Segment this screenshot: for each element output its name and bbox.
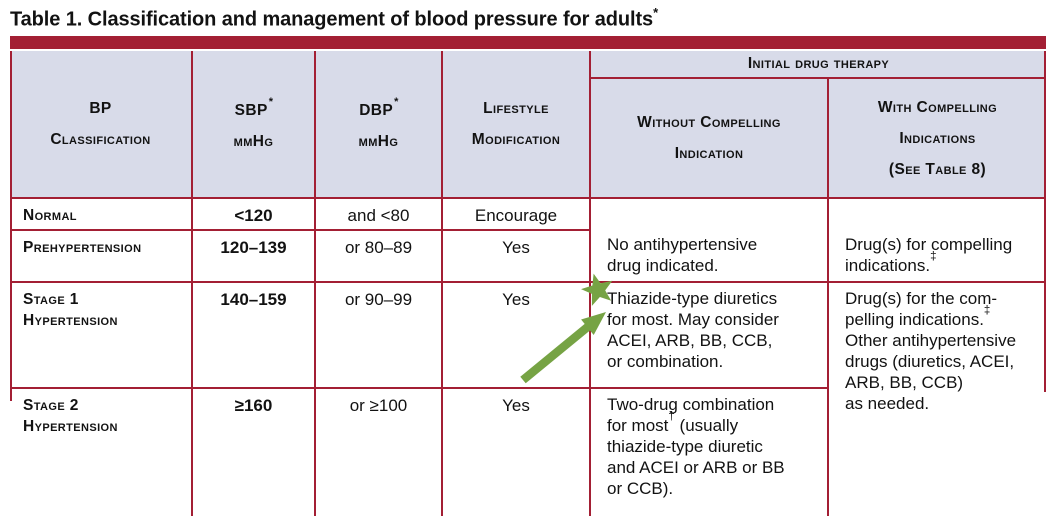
bp-classification-table: BP Classification SBP* mmHg DBP* mmHg Life…: [10, 51, 1046, 516]
dagger-footnote: †: [668, 411, 675, 424]
dbp-asterisk: *: [394, 95, 399, 108]
double-dagger-footnote: ‡: [930, 251, 937, 264]
header-dbp-label: DBP*: [359, 95, 399, 120]
cell-stage1-lifestyle: Yes: [441, 281, 591, 389]
row-stage1-hypertension: Stage 1 Hypertension 140–159 or 90–99 Ye…: [10, 281, 1046, 516]
cell-normal-dbp: and <80: [314, 197, 443, 231]
header-with-compelling: With Compelling Indications (See Table 8…: [827, 77, 1046, 199]
cell-prehypertension-lifestyle: Yes: [441, 229, 591, 283]
cell-prehypertension-classification: Prehypertension: [10, 229, 193, 283]
cell-without-stage2: Two-drug combination for most† (usually th…: [589, 387, 829, 516]
cell-normal-classification: Normal: [10, 197, 193, 231]
cell-with-normal-prehypertension: Drug(s) for compelling indications.‡: [827, 197, 1046, 283]
table-title: Table 1. Classification and management o…: [10, 5, 659, 32]
header-sbp: SBP* mmHg: [191, 51, 316, 199]
header-sbp-label: SBP*: [234, 95, 274, 120]
cell-stage1-dbp: or 90–99: [314, 281, 443, 389]
row-normal: Normal <120 and <80 Encourage No antihyp…: [10, 197, 1046, 283]
title-underline-band: [10, 36, 1046, 49]
header-dbp-unit: mmHg: [358, 133, 399, 151]
cell-stage2-classification: Stage 2 Hypertension: [10, 387, 193, 516]
row-prehypertension: Prehypertension 120–139 or 80–89 Yes: [10, 229, 1046, 283]
header-bp-classification-label: BP Classification: [50, 100, 151, 148]
cell-with-stage1-stage2: Drug(s) for the com-pelling indications.…: [827, 281, 1046, 516]
header-sbp-unit: mmHg: [233, 133, 274, 151]
cell-stage2-lifestyle: Yes: [441, 387, 591, 516]
cell-prehypertension-sbp: 120–139: [191, 229, 316, 283]
table-left-border: [10, 51, 12, 401]
double-dagger-footnote: ‡: [983, 305, 991, 318]
cell-normal-sbp: <120: [191, 197, 316, 231]
header-lifestyle-modification: Lifestyle Modification: [441, 51, 591, 199]
cell-stage2-dbp: or ≥100: [314, 387, 443, 516]
cell-without-normal-prehypertension: No antihypertensive drug indicated.: [589, 197, 829, 283]
cell-prehypertension-dbp: or 80–89: [314, 229, 443, 283]
sbp-asterisk: *: [268, 95, 274, 108]
header-row-top: BP Classification SBP* mmHg DBP* mmHg Life…: [10, 51, 1046, 199]
cell-stage2-sbp: ≥160: [191, 387, 316, 516]
header-initial-drug-therapy: Initial drug therapy: [589, 51, 1046, 79]
table-title-text: Table 1. Classification and management o…: [10, 8, 654, 31]
header-row-sub: Without Compelling Indication With Compe…: [10, 77, 1046, 199]
cell-without-stage1: Thiazide-type diuretics for most. May co…: [589, 281, 829, 389]
header-without-compelling: Without Compelling Indication: [589, 77, 829, 199]
header-dbp: DBP* mmHg: [314, 51, 443, 199]
cell-stage1-sbp: 140–159: [191, 281, 316, 389]
header-lifestyle-label: Lifestyle Modification: [471, 100, 561, 148]
cell-stage1-classification: Stage 1 Hypertension: [10, 281, 193, 389]
header-bp-classification: BP Classification: [10, 51, 193, 199]
cell-normal-lifestyle: Encourage: [441, 197, 591, 231]
table-right-border: [1044, 51, 1046, 392]
title-asterisk: *: [653, 5, 659, 20]
row-stage2-hypertension: Stage 2 Hypertension ≥160 or ≥100 Yes Tw…: [10, 387, 1046, 516]
